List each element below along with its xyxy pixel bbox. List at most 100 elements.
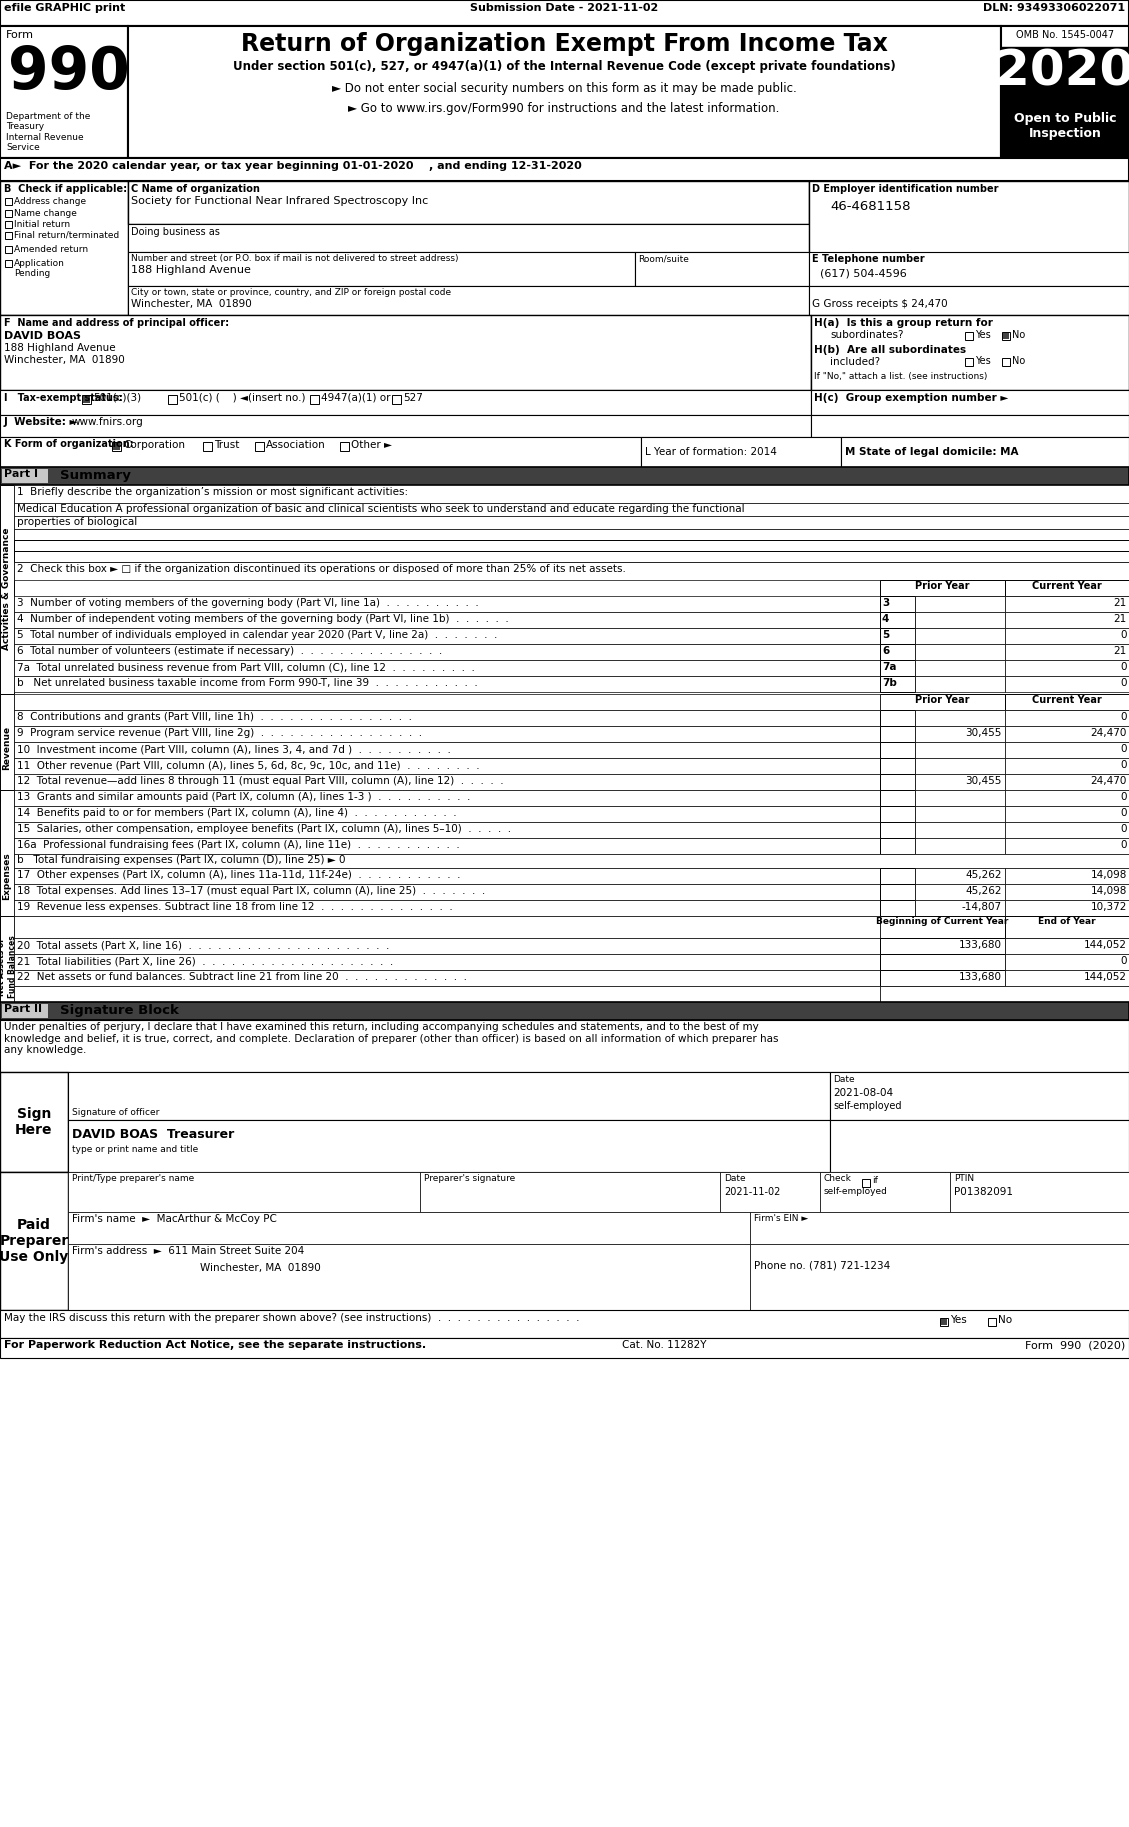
Bar <box>879 676 914 692</box>
Bar <box>811 415 1129 437</box>
Text: Signature of officer: Signature of officer <box>72 1107 159 1116</box>
Text: Part II: Part II <box>5 1005 42 1014</box>
Text: ► Do not enter social security numbers on this form as it may be made public.: ► Do not enter social security numbers o… <box>332 82 796 95</box>
Text: OMB No. 1545-0047: OMB No. 1545-0047 <box>1016 29 1114 40</box>
Bar <box>112 442 121 451</box>
Text: 45,262: 45,262 <box>965 886 1003 895</box>
Bar <box>14 915 879 937</box>
Bar <box>203 442 212 451</box>
Bar <box>965 358 973 365</box>
Bar <box>809 181 1129 314</box>
Bar <box>0 1001 1129 1019</box>
Bar <box>914 612 1005 628</box>
Text: F  Name and address of principal officer:: F Name and address of principal officer: <box>5 318 229 329</box>
Text: Doing business as: Doing business as <box>131 227 220 238</box>
Bar <box>14 628 879 643</box>
Text: self-employed: self-employed <box>824 1188 887 1197</box>
Text: Part I: Part I <box>5 470 38 479</box>
Bar <box>1005 742 1129 758</box>
Bar <box>879 775 914 789</box>
Text: I   Tax-exempt status:: I Tax-exempt status: <box>5 393 123 404</box>
Text: 14,098: 14,098 <box>1091 870 1127 881</box>
Text: Application
Pending: Application Pending <box>14 259 64 278</box>
Bar <box>1003 333 1010 340</box>
Bar <box>1003 358 1010 365</box>
Bar <box>68 1072 70 1171</box>
Text: 21  Total liabilities (Part X, line 26)  .  .  .  .  .  .  .  .  .  .  .  .  .  : 21 Total liabilities (Part X, line 26) .… <box>17 956 393 966</box>
Bar <box>68 1072 830 1120</box>
Bar <box>1005 676 1129 692</box>
Text: L Year of formation: 2014: L Year of formation: 2014 <box>645 448 777 457</box>
Bar <box>0 484 14 694</box>
Bar <box>14 660 879 676</box>
Bar <box>879 711 914 725</box>
Bar <box>841 437 1129 468</box>
Bar <box>14 711 879 725</box>
Text: Current Year: Current Year <box>1032 694 1102 705</box>
Bar <box>14 541 1129 552</box>
Text: Form  990  (2020): Form 990 (2020) <box>1025 1339 1124 1350</box>
Bar <box>879 954 1005 970</box>
Bar <box>1005 915 1129 937</box>
Text: ► Go to www.irs.gov/Form990 for instructions and the latest information.: ► Go to www.irs.gov/Form990 for instruct… <box>349 102 780 115</box>
Text: 6: 6 <box>882 647 890 656</box>
Bar <box>0 1337 1129 1357</box>
Bar <box>14 937 879 954</box>
Text: efile GRAPHIC print: efile GRAPHIC print <box>5 4 125 13</box>
Bar <box>914 660 1005 676</box>
Text: 20  Total assets (Part X, line 16)  .  .  .  .  .  .  .  .  .  .  .  .  .  .  . : 20 Total assets (Part X, line 16) . . . … <box>17 941 390 950</box>
Text: 990: 990 <box>8 44 130 100</box>
Text: Expenses: Expenses <box>2 851 11 901</box>
Text: Phone no. (781) 721-1234: Phone no. (781) 721-1234 <box>754 1261 891 1270</box>
Bar <box>0 157 1129 181</box>
Text: DLN: 93493306022071: DLN: 93493306022071 <box>983 4 1124 13</box>
Bar <box>750 1211 1129 1244</box>
Bar <box>14 954 879 970</box>
Text: Number and street (or P.O. box if mail is not delivered to street address): Number and street (or P.O. box if mail i… <box>131 254 458 263</box>
Text: Summary: Summary <box>60 470 131 482</box>
Text: 30,455: 30,455 <box>965 776 1003 786</box>
Bar <box>879 596 914 612</box>
Text: Department of the
Treasury
Internal Revenue
Service: Department of the Treasury Internal Reve… <box>6 111 90 152</box>
Text: Beginning of Current Year: Beginning of Current Year <box>876 917 1008 926</box>
Bar <box>879 868 914 884</box>
Bar <box>0 1019 1129 1072</box>
Text: B  Check if applicable:: B Check if applicable: <box>5 185 128 194</box>
Text: 16a  Professional fundraising fees (Part IX, column (A), line 11e)  .  .  .  .  : 16a Professional fundraising fees (Part … <box>17 840 460 850</box>
Text: City or town, state or province, country, and ZIP or foreign postal code: City or town, state or province, country… <box>131 289 452 298</box>
Text: For Paperwork Reduction Act Notice, see the separate instructions.: For Paperwork Reduction Act Notice, see … <box>5 1339 426 1350</box>
Bar <box>0 1310 1129 1337</box>
Bar <box>720 1171 820 1211</box>
Text: 4947(a)(1) or: 4947(a)(1) or <box>321 393 391 404</box>
Text: (617) 504-4596: (617) 504-4596 <box>820 269 907 278</box>
Text: self-employed: self-employed <box>833 1102 901 1111</box>
Text: Preparer's signature: Preparer's signature <box>425 1175 515 1184</box>
Bar <box>340 442 349 451</box>
Text: Sign
Here: Sign Here <box>16 1107 53 1136</box>
Bar <box>914 758 1005 775</box>
Bar <box>14 530 1129 541</box>
Bar <box>1005 596 1129 612</box>
Bar <box>0 314 811 389</box>
Bar <box>879 725 914 742</box>
Text: Prior Year: Prior Year <box>914 694 970 705</box>
Text: type or print name and title: type or print name and title <box>72 1146 199 1155</box>
Text: H(c)  Group exemption number ►: H(c) Group exemption number ► <box>814 393 1008 404</box>
Text: 21: 21 <box>1113 597 1127 608</box>
Bar <box>1005 579 1129 596</box>
Text: Final return/terminated: Final return/terminated <box>14 230 120 239</box>
Bar <box>914 775 1005 789</box>
Text: Winchester, MA  01890: Winchester, MA 01890 <box>5 354 124 365</box>
Bar <box>392 395 401 404</box>
Bar <box>14 596 879 612</box>
Text: Association: Association <box>266 440 326 449</box>
Bar <box>879 915 1005 937</box>
Bar <box>68 1120 830 1171</box>
Text: Form: Form <box>6 29 34 40</box>
Bar <box>830 1120 1129 1171</box>
Text: Current Year: Current Year <box>1032 581 1102 590</box>
Bar <box>0 789 14 963</box>
Bar <box>14 822 879 839</box>
Bar <box>914 711 1005 725</box>
Bar <box>879 970 1005 987</box>
